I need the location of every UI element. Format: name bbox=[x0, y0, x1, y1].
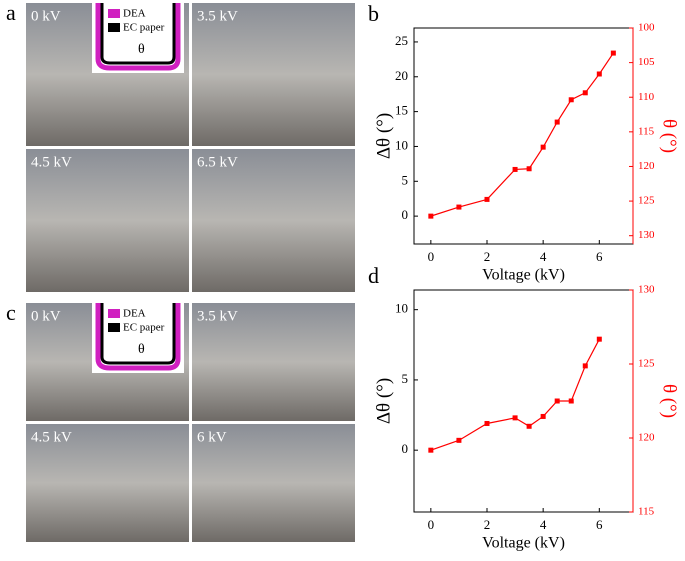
photo bbox=[192, 424, 355, 542]
dea-shape bbox=[95, 3, 181, 71]
y2-tick-label: 100 bbox=[638, 22, 655, 34]
photo bbox=[26, 424, 189, 542]
x-tick-label: 6 bbox=[596, 249, 603, 264]
data-point bbox=[484, 196, 490, 202]
y-tick-label: 10 bbox=[395, 301, 408, 316]
photo-label: 3.5 kV bbox=[197, 308, 238, 324]
data-point bbox=[456, 437, 462, 443]
data-point bbox=[596, 71, 602, 77]
angle-label: θ bbox=[138, 42, 145, 57]
photo bbox=[192, 149, 355, 292]
y-tick-label: 0 bbox=[402, 207, 409, 222]
data-point bbox=[568, 97, 574, 103]
legend-text: DEA bbox=[123, 308, 146, 320]
photo bbox=[192, 3, 355, 146]
data-point bbox=[554, 398, 560, 404]
legend-swatch bbox=[108, 323, 120, 332]
panel-label: c bbox=[6, 300, 16, 325]
data-point bbox=[610, 50, 616, 56]
y2-tick-label: 130 bbox=[638, 284, 655, 296]
y2-tick-label: 125 bbox=[638, 195, 655, 207]
y2-axis-label: θ (°) bbox=[659, 384, 680, 418]
y-tick-label: 25 bbox=[395, 33, 408, 48]
panel-label: d bbox=[368, 263, 379, 288]
paper-shape bbox=[100, 3, 176, 65]
y-axis-label: Δθ (°) bbox=[373, 378, 394, 424]
y2-tick-label: 130 bbox=[638, 229, 655, 241]
y-tick-label: 15 bbox=[395, 103, 408, 118]
panel-label: b bbox=[368, 1, 379, 26]
photo bbox=[26, 149, 189, 292]
angle-label: θ bbox=[138, 342, 145, 357]
data-point bbox=[512, 415, 518, 421]
photo-label: 0 kV bbox=[31, 308, 61, 324]
x-axis-label: Voltage (kV) bbox=[482, 267, 565, 284]
photo-label: 0 kV bbox=[31, 8, 61, 24]
y2-tick-label: 110 bbox=[638, 91, 655, 103]
panel-label: a bbox=[6, 0, 16, 25]
x-tick-label: 0 bbox=[428, 249, 435, 264]
y-tick-label: 5 bbox=[402, 371, 409, 386]
data-point bbox=[554, 119, 560, 125]
x-tick-label: 0 bbox=[428, 517, 435, 532]
data-point bbox=[540, 144, 546, 150]
y2-tick-label: 125 bbox=[638, 358, 655, 370]
photo-label: 3.5 kV bbox=[197, 8, 238, 24]
y-tick-label: 10 bbox=[395, 137, 408, 152]
data-line bbox=[430, 52, 614, 217]
data-point bbox=[526, 166, 532, 172]
y2-tick-label: 115 bbox=[638, 125, 655, 137]
data-point bbox=[540, 413, 546, 419]
photo-label: 6 kV bbox=[197, 429, 227, 445]
x-tick-label: 2 bbox=[484, 249, 491, 264]
photo-label: 6.5 kV bbox=[197, 154, 238, 170]
data-point bbox=[596, 336, 602, 342]
data-point bbox=[484, 420, 490, 426]
data-point bbox=[582, 363, 588, 369]
x-tick-label: 4 bbox=[540, 517, 547, 532]
legend-text: EC paper bbox=[123, 22, 165, 34]
data-point bbox=[428, 213, 434, 219]
y2-axis-label: θ (°) bbox=[659, 119, 680, 153]
data-point bbox=[582, 90, 588, 96]
data-point bbox=[428, 447, 434, 453]
y-tick-label: 20 bbox=[395, 68, 408, 83]
legend-text: DEA bbox=[123, 8, 146, 20]
x-tick-label: 6 bbox=[596, 517, 603, 532]
x-tick-label: 2 bbox=[484, 517, 491, 532]
legend-text: EC paper bbox=[123, 322, 165, 334]
x-axis-label: Voltage (kV) bbox=[482, 535, 565, 552]
y-axis-label: Δθ (°) bbox=[373, 113, 394, 159]
legend-swatch bbox=[108, 9, 120, 18]
photo-label: 4.5 kV bbox=[31, 429, 72, 445]
data-point bbox=[512, 166, 518, 172]
y-tick-label: 5 bbox=[402, 172, 409, 187]
y2-tick-label: 120 bbox=[638, 160, 655, 172]
data-point bbox=[456, 204, 462, 210]
plot-frame bbox=[413, 289, 634, 513]
data-point bbox=[526, 423, 532, 429]
legend-swatch bbox=[108, 309, 120, 318]
y2-tick-label: 120 bbox=[638, 432, 655, 444]
legend-swatch bbox=[108, 23, 120, 32]
y-tick-label: 0 bbox=[402, 441, 409, 456]
paper-shape bbox=[100, 303, 176, 365]
x-tick-label: 4 bbox=[540, 249, 547, 264]
data-line bbox=[430, 338, 600, 451]
y2-tick-label: 105 bbox=[638, 56, 655, 68]
photo bbox=[192, 303, 355, 421]
dea-shape bbox=[95, 303, 181, 371]
data-point bbox=[568, 398, 574, 404]
plot-frame bbox=[413, 27, 634, 245]
photo-label: 4.5 kV bbox=[31, 154, 72, 170]
y2-tick-label: 115 bbox=[638, 506, 655, 518]
